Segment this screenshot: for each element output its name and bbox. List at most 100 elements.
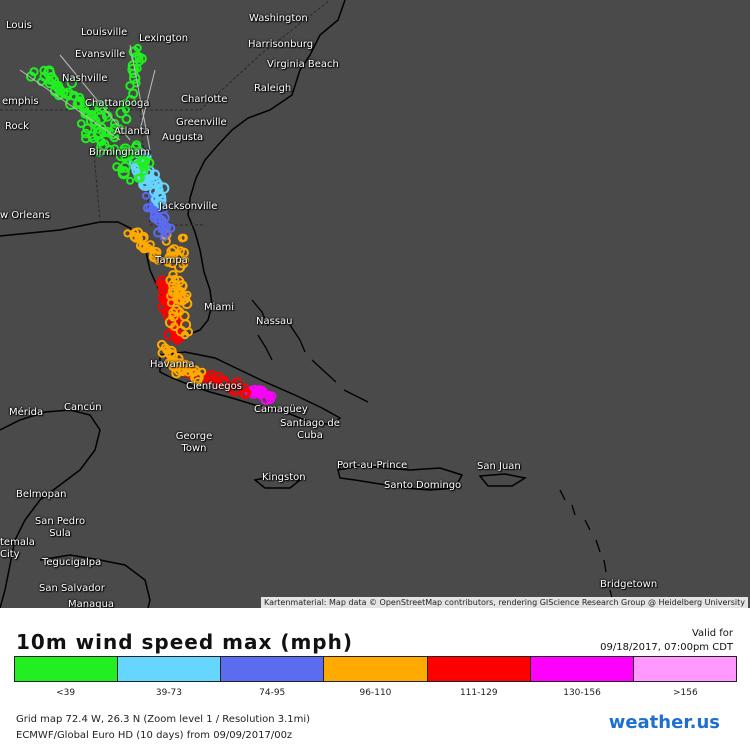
city-label-jacksonville: Jacksonville <box>159 201 218 212</box>
track-marker <box>121 114 132 124</box>
track-marker <box>129 231 140 242</box>
track-marker <box>177 257 189 269</box>
coastline-hispaniola <box>337 465 464 491</box>
city-label-merida: Mérida <box>9 407 44 418</box>
track-marker <box>170 357 180 367</box>
model-info: ECMWF/Global Euro HD (10 days) from 09/0… <box>16 730 293 741</box>
track-marker <box>115 107 127 119</box>
city-label-birmingham: Birmingham <box>89 147 150 158</box>
map-canvas <box>0 0 613 608</box>
track-marker <box>148 251 160 263</box>
track-marker <box>174 286 183 295</box>
city-label-harrisonburg: Harrisonburg <box>248 39 314 50</box>
track-marker <box>80 128 91 139</box>
legend-swatch-4 <box>427 657 531 681</box>
valid-date: 09/18/2017, 07:00pm CDT <box>600 642 733 653</box>
valid-label: Valid for <box>691 628 733 639</box>
city-label-evansville: Evansville <box>75 49 126 60</box>
city-label-louisville: Louisville <box>81 27 128 38</box>
track-marker <box>37 77 46 86</box>
track-marker <box>170 322 179 332</box>
coastline-us <box>0 0 346 335</box>
legend-label-0: <39 <box>56 688 76 698</box>
city-label-nassau: Nassau <box>256 316 293 327</box>
city-label-tegucigalpa: Tegucigalpa <box>42 557 102 568</box>
track-marker <box>44 65 55 76</box>
track-marker <box>264 392 273 401</box>
track-marker <box>168 270 178 280</box>
track-marker <box>135 241 146 251</box>
legend-swatch-3 <box>324 657 428 681</box>
track-marker <box>179 293 191 304</box>
city-label-memphis: emphis <box>2 96 39 107</box>
track-marker <box>45 72 58 84</box>
coastline-cuba <box>159 351 342 426</box>
track-marker <box>166 298 176 308</box>
brand-logo[interactable]: weather.us <box>608 712 720 733</box>
track-marker <box>110 144 120 154</box>
map-attribution[interactable]: Kartenmaterial: Map data © OpenStreetMap… <box>260 597 748 608</box>
track-marker <box>168 311 179 322</box>
track-marker <box>52 82 63 93</box>
track-marker <box>230 380 239 389</box>
bahamas-islands <box>251 299 369 403</box>
track-marker <box>180 330 190 340</box>
city-label-cancun: Cancún <box>64 402 102 413</box>
legend-swatch-5 <box>530 657 634 681</box>
city-label-augusta: Augusta <box>162 132 204 143</box>
track-marker <box>66 77 78 89</box>
city-label-bridgetown: Bridgetown <box>600 579 658 590</box>
coastline-puerto-rico <box>478 473 528 487</box>
city-label-kingston: Kingston <box>262 472 306 483</box>
track-marker <box>162 345 172 355</box>
legend-swatch-2 <box>221 657 325 681</box>
track-marker <box>180 319 192 331</box>
city-label-chattanooga: Chattanooga <box>85 98 150 109</box>
track-marker <box>150 194 160 204</box>
track-marker <box>191 371 204 384</box>
city-label-port-au-prince: Port-au-Prince <box>337 460 408 471</box>
track-marker <box>217 375 229 388</box>
city-label-san-pedro-sula: San Pedro Sula <box>34 516 86 539</box>
track-marker <box>164 251 176 264</box>
track-line <box>59 54 131 141</box>
map-title: 10m wind speed max (mph) <box>16 630 353 654</box>
track-marker <box>120 99 130 108</box>
track-marker <box>109 132 120 143</box>
track-line <box>139 69 156 131</box>
legend-swatch-0 <box>15 657 119 681</box>
track-marker <box>129 72 141 84</box>
track-marker <box>130 228 139 237</box>
coastline-yucatan <box>0 409 101 608</box>
legend-label-3: 96-110 <box>359 688 392 698</box>
city-label-nashville: Nashville <box>62 73 108 84</box>
track-marker <box>175 362 184 371</box>
track-marker <box>174 295 183 305</box>
city-label-belmopan: Belmopan <box>16 489 67 500</box>
track-marker <box>133 43 142 53</box>
city-label-george-town: George Town <box>175 431 213 454</box>
track-marker <box>115 124 125 134</box>
track-marker <box>138 161 149 172</box>
legend-label-5: 130-156 <box>563 688 601 698</box>
city-label-san-juan: San Juan <box>477 461 521 472</box>
track-marker <box>110 118 120 129</box>
coastline-central-america <box>39 554 151 608</box>
track-marker <box>130 142 142 154</box>
track-marker <box>39 65 49 76</box>
color-scale-legend <box>14 656 737 682</box>
track-marker <box>165 275 176 286</box>
track-marker <box>73 98 83 108</box>
legend-label-2: 74-95 <box>259 688 286 698</box>
track-marker <box>147 173 156 182</box>
legend-label-4: 111-129 <box>459 688 498 698</box>
track-marker <box>69 92 78 101</box>
track-marker <box>173 364 185 376</box>
city-label-lexington: Lexington <box>139 33 189 44</box>
coastline-jamaica <box>253 475 302 489</box>
track-marker <box>179 247 189 258</box>
city-label-havana: Havanna <box>150 359 195 370</box>
track-marker <box>159 233 169 242</box>
city-label-miami: Miami <box>204 302 235 313</box>
map[interactable]: Louis Louisville Lexington Washington Ha… <box>0 0 750 608</box>
